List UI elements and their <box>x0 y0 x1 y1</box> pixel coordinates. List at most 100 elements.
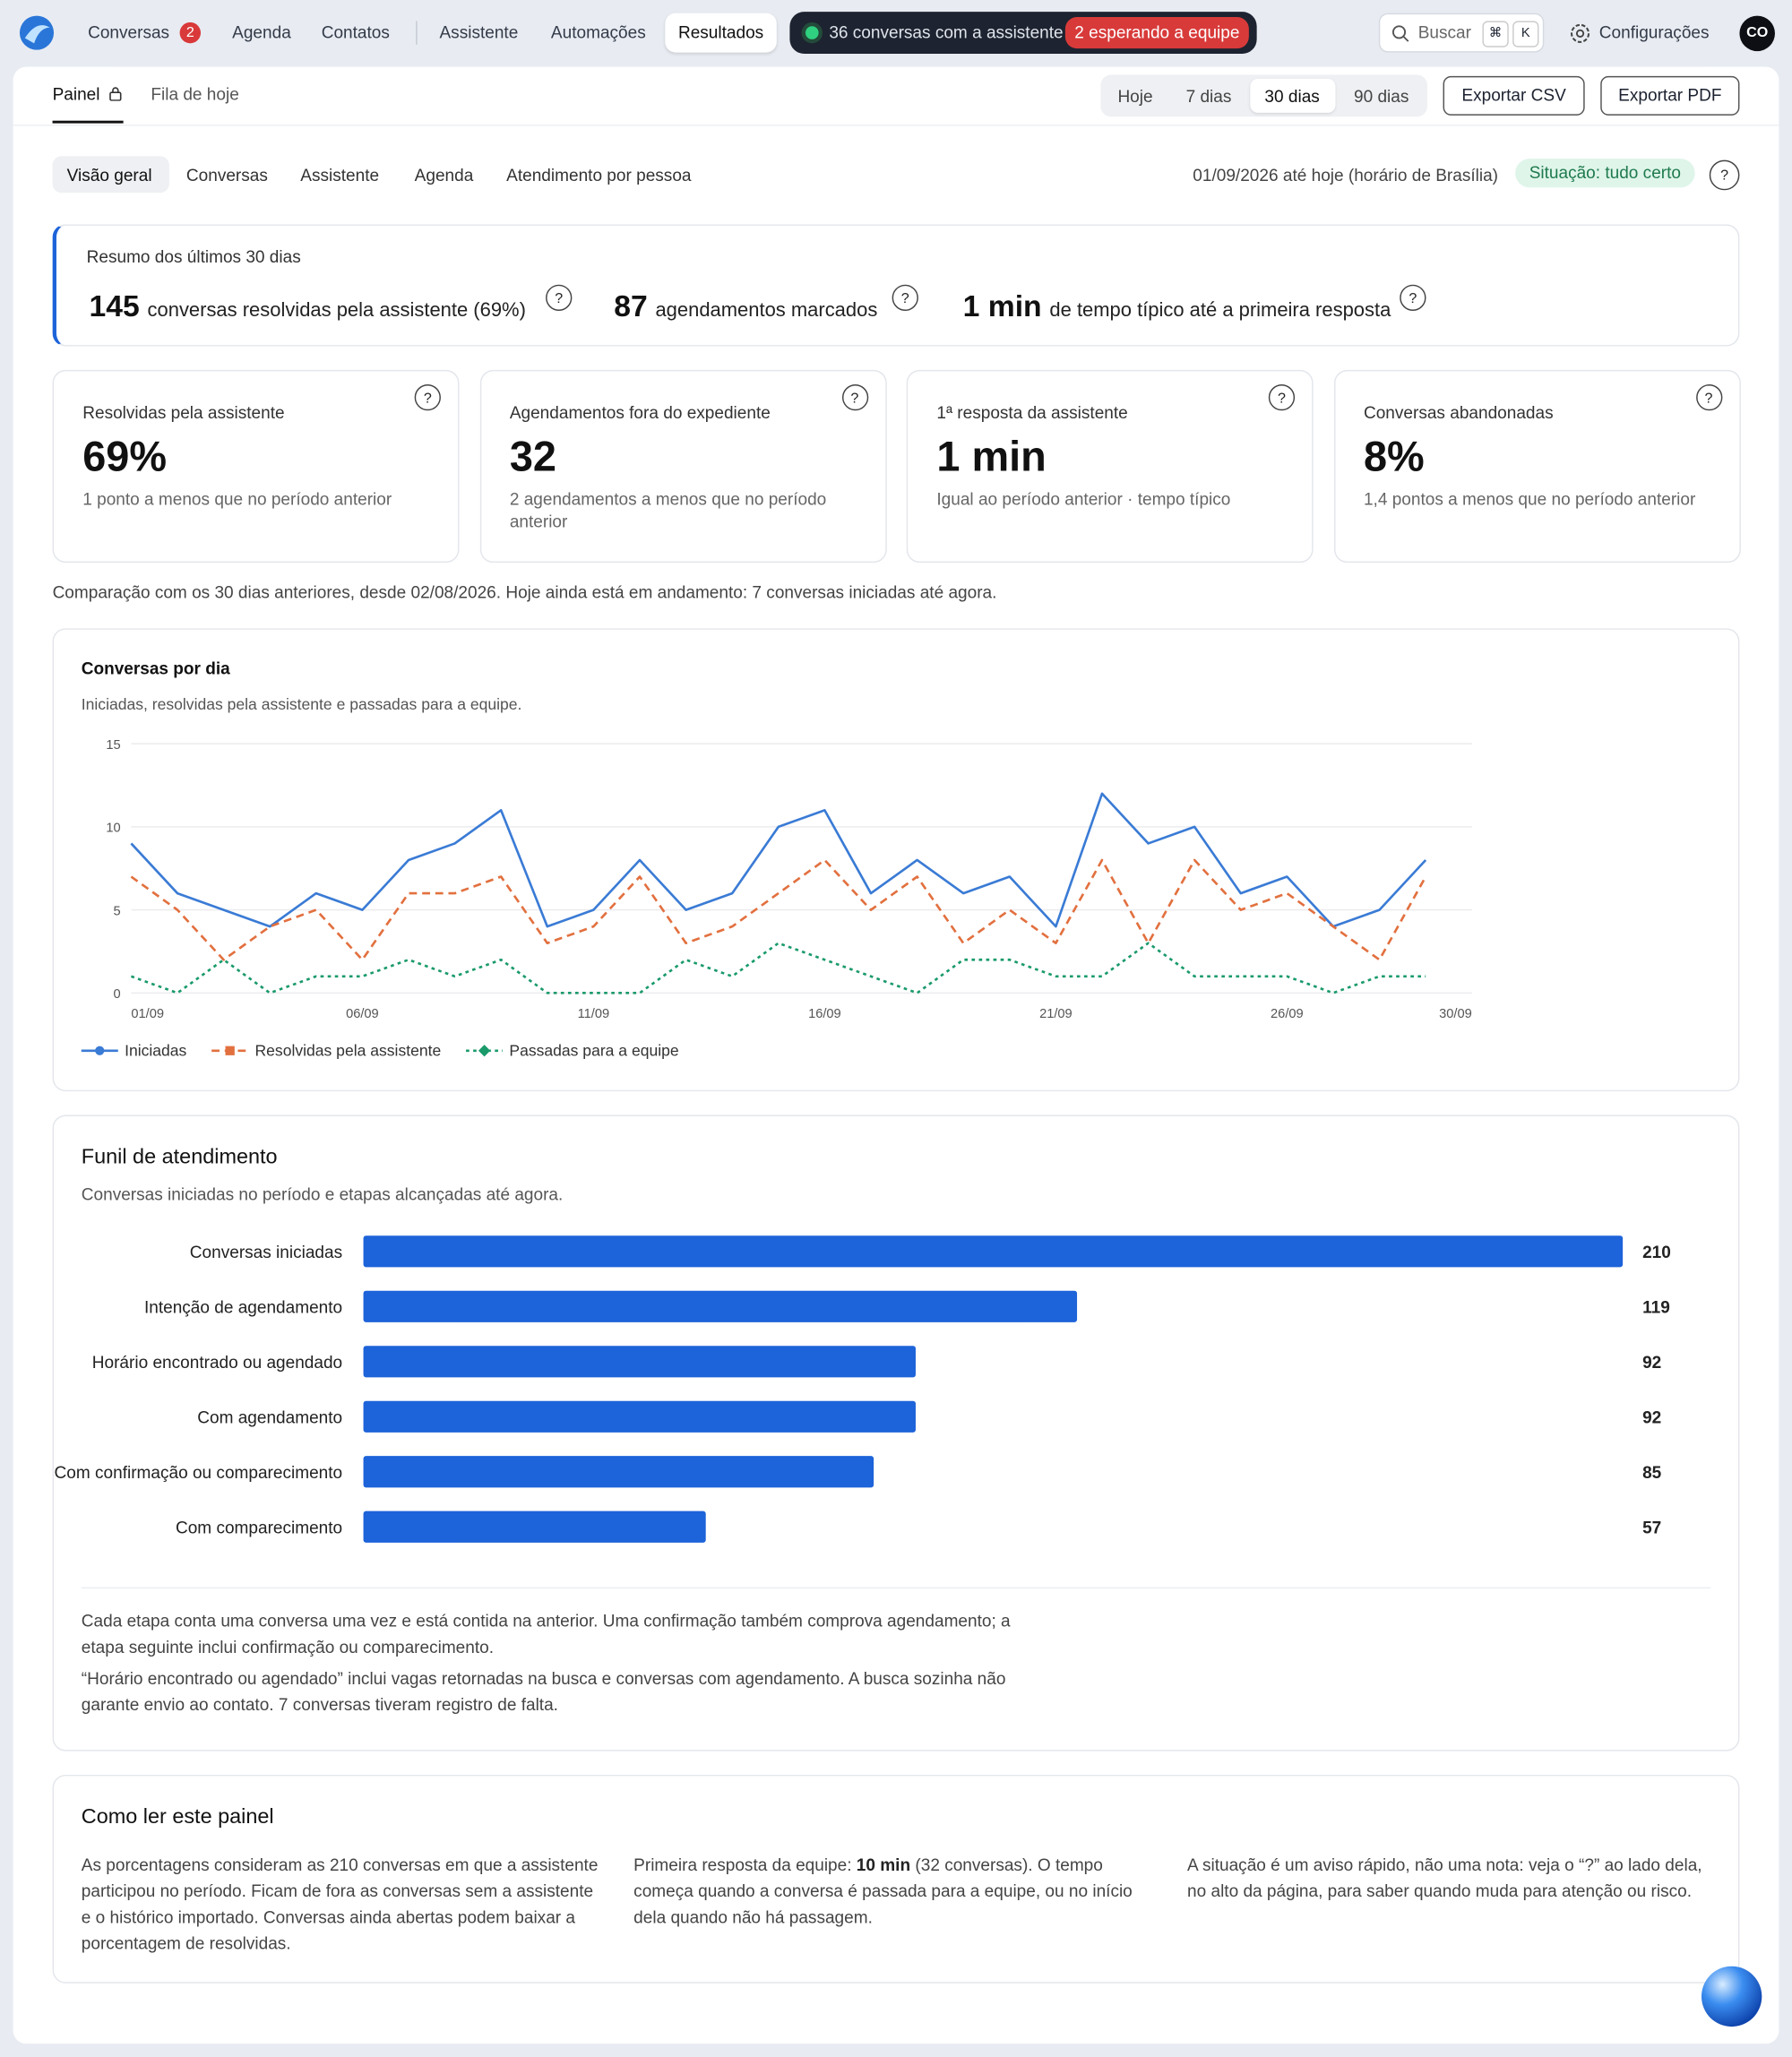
subtab[interactable]: Atendimento por pessoa <box>506 165 692 185</box>
help-icon[interactable]: ? <box>892 284 918 311</box>
funnel-subtitle: Conversas iniciadas no período e etapas … <box>81 1184 564 1205</box>
summary-value: 87 <box>614 288 648 323</box>
nav-resultados[interactable]: Resultados <box>677 22 764 42</box>
funnel-row: Conversas iniciadas 210 <box>53 1224 1671 1278</box>
guide-column: Primeira resposta da equipe: 10 min (32 … <box>633 1852 1151 1931</box>
summary-item: 1 min de tempo típico até a primeira resp… <box>963 288 1391 324</box>
funnel-track <box>363 1510 1624 1543</box>
guide-column: As porcentagens consideram as 210 conver… <box>82 1852 607 1957</box>
summary-label: de tempo típico até a primeira resposta <box>1049 298 1391 322</box>
funnel-label: Conversas iniciadas <box>189 1241 343 1261</box>
series-line <box>130 792 1427 928</box>
summary-item: 87 agendamentos marcados <box>614 288 877 324</box>
summary-card <box>52 224 1740 347</box>
range-option[interactable]: 90 dias <box>1353 86 1409 107</box>
y-tick-label: 15 <box>106 738 120 753</box>
kpi-title: Agendamentos fora do expediente <box>509 402 771 423</box>
settings-icon[interactable] <box>1569 22 1591 45</box>
subtab[interactable]: Assistente <box>300 165 380 185</box>
help-icon[interactable]: ? <box>546 284 573 311</box>
line-chart-card <box>52 628 1740 1092</box>
kpi-value: 1 min <box>936 433 1047 480</box>
live-dot <box>805 26 819 39</box>
funnel-bar <box>363 1510 706 1543</box>
help-icon[interactable]: ? <box>841 383 868 411</box>
subtab[interactable]: Visão geral <box>66 165 152 185</box>
kpi-card <box>906 369 1314 564</box>
kpi-value: 8% <box>1363 433 1425 480</box>
nav-agenda[interactable]: Agenda <box>232 22 291 42</box>
nav-automacoes[interactable]: Automações <box>550 22 646 42</box>
subtab[interactable]: Conversas <box>185 165 268 185</box>
kpi-note: 1 ponto a menos que no período anterior <box>82 489 392 510</box>
funnel-row: Horário encontrado ou agendado 92 <box>53 1334 1671 1389</box>
funnel-value: 210 <box>1642 1241 1671 1261</box>
kpi-title: 1ª resposta da assistente <box>936 402 1128 423</box>
nav-assistente[interactable]: Assistente <box>439 22 519 42</box>
funnel-note: “Horário encontrado ou agendado” inclui … <box>81 1668 1006 1715</box>
nav-conversas[interactable]: Conversas <box>88 22 170 42</box>
guide-text: Primeira resposta da equipe: <box>633 1855 857 1875</box>
summary-label: conversas resolvidas pela assistente (69… <box>147 298 526 322</box>
export-csv[interactable]: Exportar CSV <box>1443 75 1585 116</box>
funnel-value: 92 <box>1642 1351 1662 1372</box>
legend-label: Passadas para a equipe <box>509 1042 678 1060</box>
x-tick-label: 01/09 <box>131 1007 164 1021</box>
guide-text: As porcentagens consideram as 210 conver… <box>81 1855 599 1954</box>
chart-title: Conversas por dia <box>82 660 230 679</box>
summary-label: agendamentos marcados <box>655 298 878 322</box>
kpi-note: Igual ao período anterior · tempo típico <box>936 489 1231 510</box>
funnel-bar <box>363 1456 874 1488</box>
help-icon[interactable]: ? <box>1695 383 1722 411</box>
help-icon[interactable]: ? <box>414 383 441 411</box>
tab-underline <box>52 120 124 124</box>
help-icon[interactable]: ? <box>1709 159 1740 191</box>
subtab-active <box>52 156 169 194</box>
funnel-value: 57 <box>1642 1517 1662 1537</box>
funnel-row: Intenção de agendamento 119 <box>53 1279 1671 1334</box>
help-icon[interactable]: ? <box>1268 383 1296 411</box>
funnel-label: Horário encontrado ou agendado <box>91 1351 343 1372</box>
range-option[interactable]: 7 dias <box>1185 86 1232 107</box>
tab-fila[interactable]: Fila de hoje <box>151 83 239 104</box>
comparison-note: Comparação com os 30 dias anteriores, de… <box>52 582 997 603</box>
funnel-value: 85 <box>1642 1461 1662 1482</box>
waiting-chip[interactable]: 2 esperando a equipe <box>1064 17 1249 49</box>
situation-chip: Situação: tudo certo <box>1515 159 1695 188</box>
range-option[interactable]: Hoje <box>1117 86 1153 107</box>
kpi-note: 2 agendamentos a menos que no período an… <box>509 489 827 531</box>
x-tick-label: 30/09 <box>1439 1007 1472 1021</box>
export-pdf[interactable]: Exportar PDF <box>1600 75 1740 116</box>
avatar[interactable]: CO <box>1739 15 1775 52</box>
y-tick-label: 0 <box>114 987 121 1002</box>
series-line <box>130 942 1426 994</box>
funnel-label: Com comparecimento <box>175 1517 343 1537</box>
settings-label[interactable]: Configurações <box>1598 22 1710 42</box>
funnel-card <box>52 1115 1740 1751</box>
tab-painel[interactable]: Painel <box>52 83 100 104</box>
kpi-value: 69% <box>82 433 168 480</box>
kpi-title: Resolvidas pela assistente <box>82 402 285 423</box>
guide-title: Como ler este painel <box>81 1806 274 1829</box>
funnel-track <box>363 1346 1624 1378</box>
nav-contatos[interactable]: Contatos <box>321 22 390 42</box>
funnel-value: 92 <box>1642 1407 1662 1427</box>
subtab[interactable]: Agenda <box>414 165 474 185</box>
x-tick-label: 21/09 <box>1039 1007 1073 1021</box>
range-option[interactable]: 30 dias <box>1264 86 1320 107</box>
funnel-track <box>363 1290 1624 1322</box>
logo[interactable] <box>18 14 55 51</box>
funnel-title: Funil de atendimento <box>81 1146 278 1169</box>
legend-marker <box>225 1046 235 1055</box>
legend-label: Resolvidas pela assistente <box>254 1042 441 1060</box>
funnel-note: Cada etapa conta uma conversa uma vez e … <box>81 1610 1011 1657</box>
assistant-orb[interactable] <box>1701 1965 1763 2027</box>
funnel-label: Com confirmação ou comparecimento <box>54 1461 343 1482</box>
funnel-track <box>363 1456 1624 1488</box>
funnel-label: Com agendamento <box>197 1407 343 1427</box>
nav-separator <box>416 21 418 45</box>
nav-active[interactable] <box>665 13 777 53</box>
nav-badge: 2 <box>179 22 202 44</box>
help-icon[interactable]: ? <box>1400 284 1426 311</box>
